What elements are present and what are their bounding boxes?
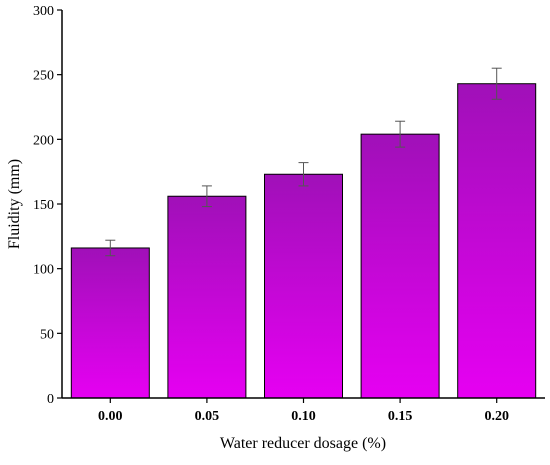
y-tick-label: 300 — [33, 4, 54, 19]
bar — [360, 133, 440, 399]
x-tick-label: 0.20 — [484, 409, 509, 424]
y-axis-title: Fluidity (mm) — [6, 159, 23, 249]
y-tick-label: 0 — [47, 392, 54, 407]
x-tick-label: 0.15 — [388, 409, 413, 424]
x-tick-label: 0.00 — [98, 409, 123, 424]
bars-layer — [70, 67, 537, 399]
y-ticks: 0 50 100 150 200 250 300 — [33, 4, 62, 407]
y-tick-label: 200 — [33, 133, 54, 148]
bar — [457, 83, 537, 399]
x-tick-label: 0.10 — [291, 409, 316, 424]
bar — [167, 195, 247, 399]
x-axis-title: Water reducer dosage (%) — [220, 435, 386, 452]
y-tick-label: 150 — [33, 198, 54, 213]
x-ticks: 0.00 0.05 0.10 0.15 0.20 — [98, 398, 509, 424]
x-tick-label: 0.05 — [195, 409, 220, 424]
y-tick-label: 50 — [40, 327, 54, 342]
y-tick-label: 250 — [33, 69, 54, 84]
bar — [70, 247, 150, 399]
y-tick-label: 100 — [33, 263, 54, 278]
bar — [264, 173, 343, 399]
